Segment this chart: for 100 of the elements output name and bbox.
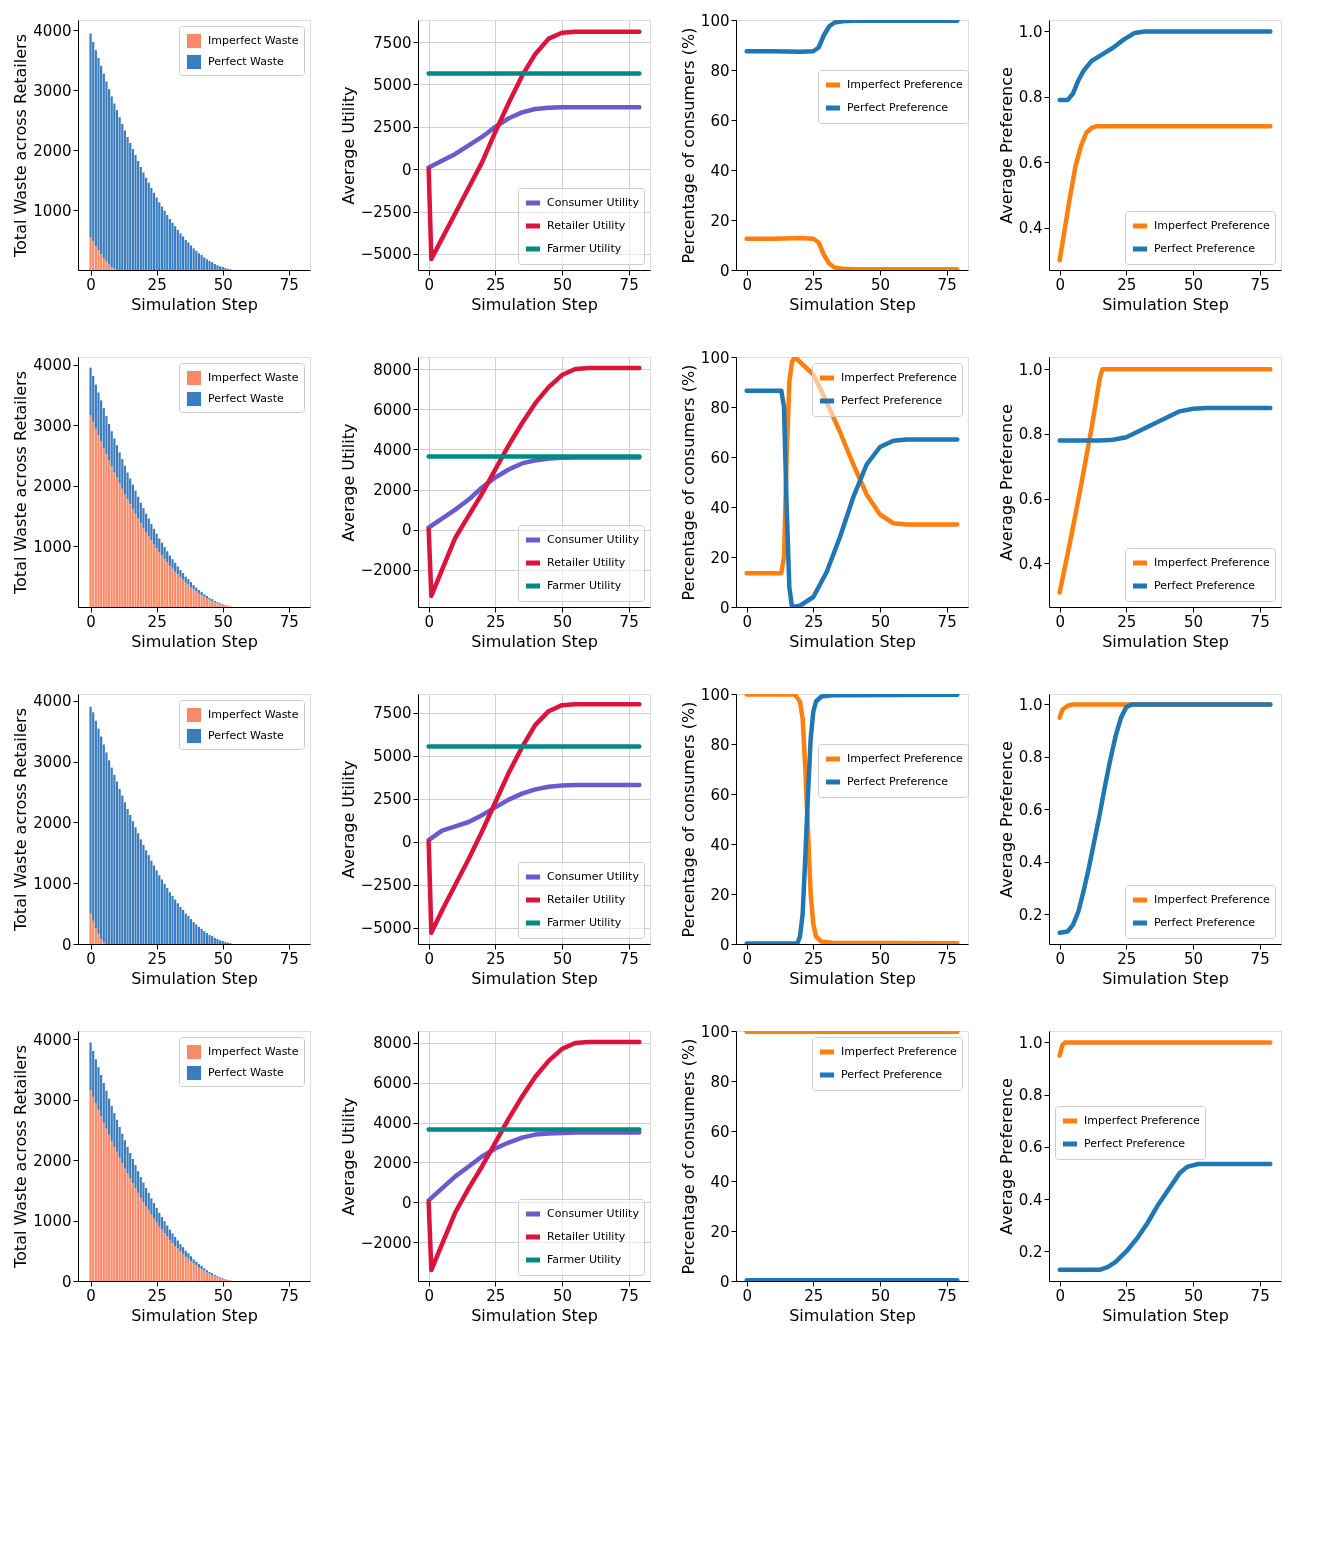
x-tick-label: 25 xyxy=(147,612,167,631)
legend-label: Perfect Waste xyxy=(208,55,284,68)
bar xyxy=(192,248,195,270)
bar xyxy=(171,568,174,607)
x-tick-label: 50 xyxy=(870,612,891,631)
bar xyxy=(168,555,171,566)
bar xyxy=(163,1233,166,1281)
bar xyxy=(163,883,166,944)
legend-label: Perfect Preference xyxy=(841,1068,943,1081)
bar xyxy=(181,909,185,944)
bar xyxy=(102,258,105,270)
x-axis-title: Simulation Step xyxy=(471,968,598,988)
legend-label: Perfect Preference xyxy=(1154,579,1256,592)
bar xyxy=(155,197,158,270)
line-series xyxy=(426,365,642,599)
bar xyxy=(144,532,148,607)
y-axis-title: Percentage of consumers (%) xyxy=(678,27,698,264)
bar xyxy=(129,1178,132,1281)
bar xyxy=(158,552,161,607)
y-tick-label: 0.4 xyxy=(1018,853,1043,872)
bar xyxy=(134,513,137,607)
legend-label: Imperfect Preference xyxy=(841,1045,957,1058)
bar xyxy=(142,1202,145,1281)
bar xyxy=(171,1242,174,1281)
bar xyxy=(184,576,187,583)
bar xyxy=(181,579,185,607)
y-tick-label: 1000 xyxy=(33,201,72,220)
y-tick-label: 4000 xyxy=(33,21,72,40)
x-tick-label: 25 xyxy=(147,1286,167,1305)
y-tick-label: 0.2 xyxy=(1018,1242,1043,1261)
x-tick-label: 25 xyxy=(1117,275,1137,294)
x-tick-label: 75 xyxy=(1250,949,1270,968)
legend-label: Imperfect Waste xyxy=(208,708,299,721)
bar xyxy=(171,895,174,944)
bar xyxy=(166,1236,169,1281)
bar xyxy=(155,870,158,944)
y-tick-label: 0 xyxy=(401,160,412,179)
x-tick-label: 25 xyxy=(1117,949,1137,968)
line-series xyxy=(426,1130,642,1203)
bar xyxy=(187,579,190,585)
legend-label: Imperfect Preference xyxy=(841,371,957,384)
bar xyxy=(139,523,142,607)
bar xyxy=(179,1244,182,1252)
y-tick-label: 1.0 xyxy=(1018,360,1043,379)
x-tick-label: 50 xyxy=(1183,275,1204,294)
bar xyxy=(160,879,164,944)
bar xyxy=(160,1216,164,1230)
x-tick-label: 0 xyxy=(424,949,434,968)
bar xyxy=(152,528,156,545)
x-tick-label: 25 xyxy=(486,949,506,968)
bar xyxy=(176,566,179,575)
bar xyxy=(160,555,164,607)
y-tick-label: 4000 xyxy=(33,1030,72,1049)
x-tick-label: 75 xyxy=(1250,275,1270,294)
x-axis-title: Simulation Step xyxy=(471,631,598,651)
bar xyxy=(184,582,187,607)
y-tick-label: 4000 xyxy=(33,692,72,711)
x-axis-title: Simulation Step xyxy=(131,631,258,651)
bar xyxy=(179,906,182,944)
y-tick-label: 7500 xyxy=(373,704,412,723)
bar xyxy=(158,202,161,270)
y-axis-title: Total Waste across Retailers xyxy=(11,1045,31,1269)
bar xyxy=(181,573,185,580)
bar xyxy=(189,245,193,270)
bar xyxy=(147,182,150,270)
y-tick-label: 60 xyxy=(710,1122,730,1141)
x-tick-label: 25 xyxy=(804,1286,824,1305)
y-tick-label: 0 xyxy=(401,1193,412,1212)
legend-label: Imperfect Preference xyxy=(1154,893,1270,906)
bar xyxy=(176,574,179,607)
bar xyxy=(152,1218,156,1281)
y-tick-label: 100 xyxy=(700,348,730,367)
line-series xyxy=(426,29,642,262)
bar xyxy=(163,547,166,560)
x-tick-label: 75 xyxy=(619,612,639,631)
y-tick-label: 4000 xyxy=(373,1114,412,1133)
y-tick-label: 1000 xyxy=(33,874,72,893)
bar xyxy=(155,1222,158,1281)
line-series xyxy=(426,702,642,936)
y-tick-label: 0 xyxy=(61,1272,72,1291)
bar xyxy=(137,518,140,607)
y-tick-label: 6000 xyxy=(373,1074,412,1093)
bar xyxy=(163,210,166,270)
y-tick-label: 5000 xyxy=(373,747,412,766)
bar xyxy=(89,913,92,944)
y-tick-label: 40 xyxy=(710,498,730,517)
x-tick-label: 75 xyxy=(619,949,639,968)
bar xyxy=(179,570,182,578)
x-tick-label: 75 xyxy=(279,612,299,631)
y-tick-label: 1000 xyxy=(33,537,72,556)
bar xyxy=(144,1206,148,1281)
x-axis-title: Simulation Step xyxy=(1102,968,1229,988)
x-tick-label: 0 xyxy=(742,275,752,294)
y-tick-label: 0 xyxy=(719,598,730,617)
line-series xyxy=(1057,123,1273,263)
bar xyxy=(147,1210,150,1281)
x-tick-label: 50 xyxy=(870,275,891,294)
bar xyxy=(158,1226,161,1281)
y-tick-label: 100 xyxy=(700,685,730,704)
legend-label: Perfect Waste xyxy=(208,1066,284,1079)
